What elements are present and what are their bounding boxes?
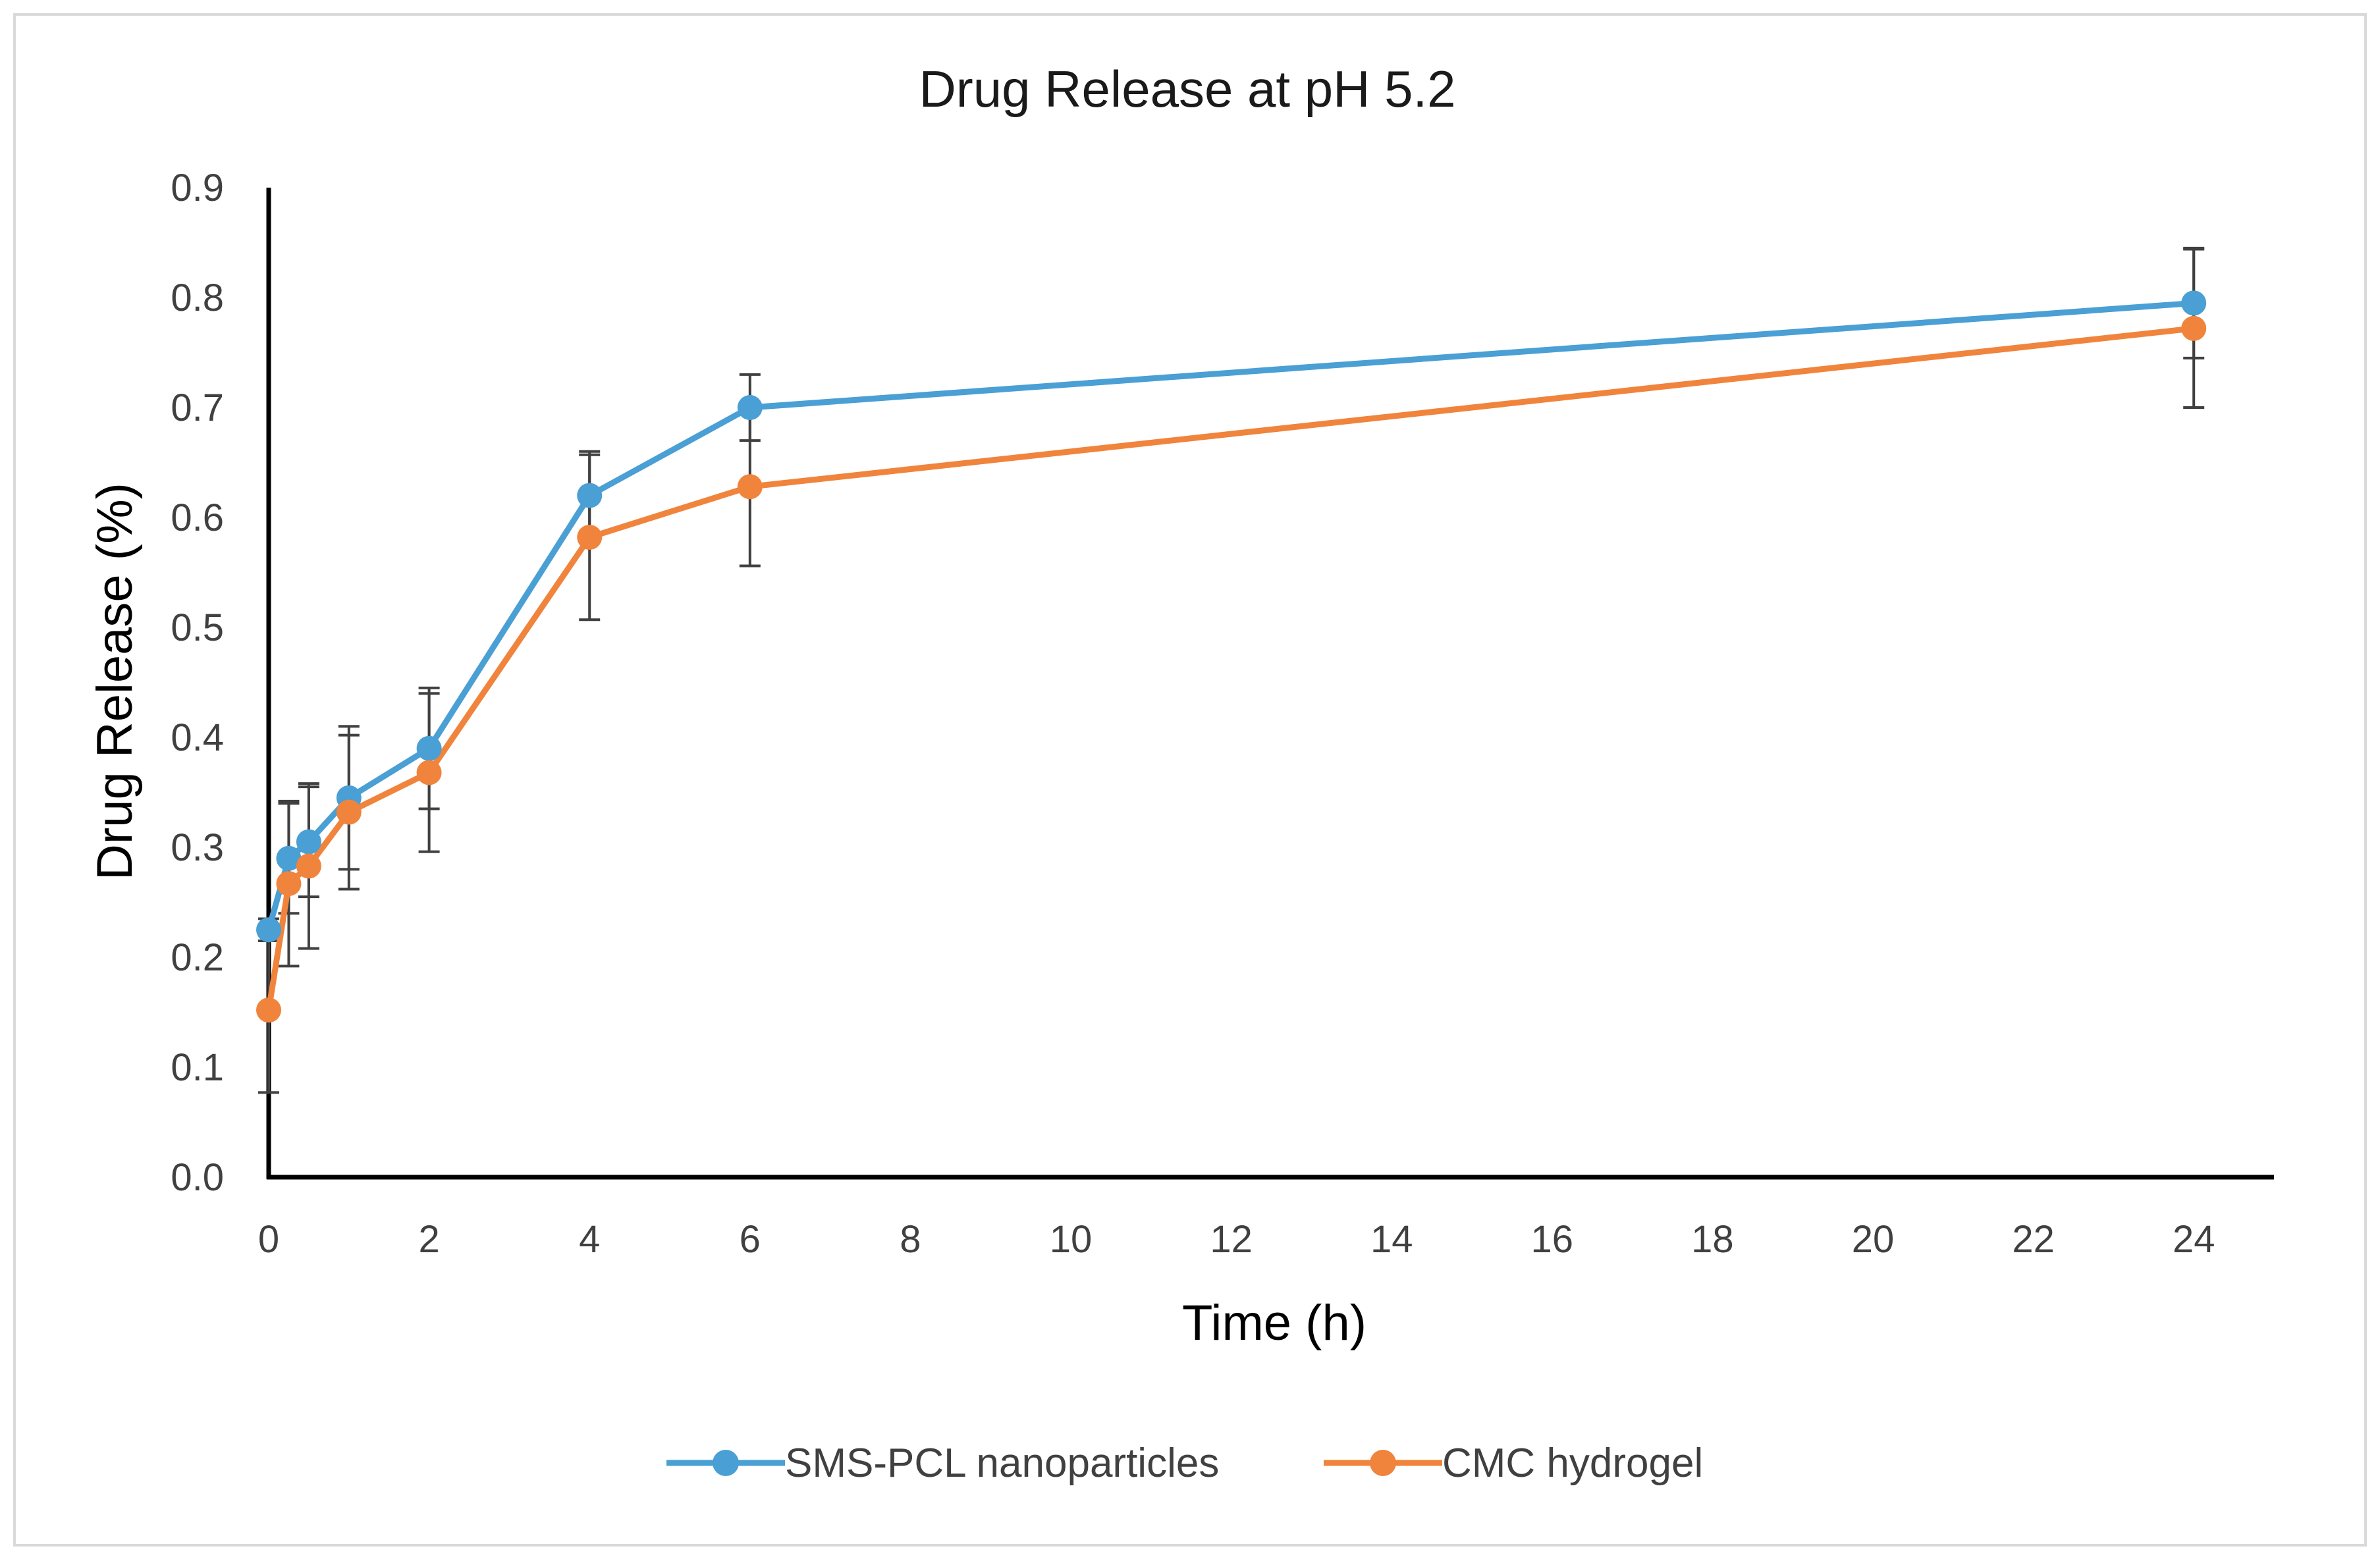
data-point [737,474,763,500]
y-axis-ticks: 0.0 0.1 0.2 0.3 0.4 0.5 0.6 0.7 0.8 0.9 [171,167,224,1199]
chart-title: Drug Release at pH 5.2 [919,60,1455,118]
data-point [256,917,281,943]
x-axis-ticks: 0 2 4 6 8 10 12 14 16 18 20 22 24 [258,1218,2215,1261]
x-tick-label: 4 [579,1218,600,1261]
x-tick-label: 22 [2012,1218,2055,1261]
legend-label: CMC hydrogel [1442,1441,1703,1486]
data-point [577,483,603,508]
data-point [276,845,302,871]
x-tick-label: 18 [1691,1218,1734,1261]
legend-label: SMS-PCL nanoparticles [785,1441,1219,1486]
data-point [276,871,302,897]
data-point [296,853,321,879]
data-point [577,525,603,550]
legend: SMS-PCL nanoparticles CMC hydrogel [666,1441,1703,1486]
data-point [416,735,442,761]
x-tick-label: 12 [1210,1218,1253,1261]
y-tick-label: 0.4 [171,716,224,759]
data-point [2181,290,2207,316]
data-point [737,395,763,420]
y-tick-label: 0.6 [171,496,224,539]
y-tick-label: 0.1 [171,1046,224,1089]
data-point [296,829,321,855]
data-point [336,799,362,825]
x-axis-title: Time (h) [1182,1295,1366,1351]
y-tick-label: 0.0 [171,1156,224,1199]
legend-swatch-marker [1370,1450,1396,1476]
y-tick-label: 0.9 [171,167,224,209]
legend-item-sms-pcl: SMS-PCL nanoparticles [666,1441,1219,1486]
x-tick-label: 10 [1050,1218,1093,1261]
y-tick-label: 0.5 [171,606,224,649]
data-point [2181,315,2207,341]
x-tick-label: 24 [2173,1218,2215,1261]
x-tick-label: 20 [1852,1218,1895,1261]
x-tick-label: 6 [740,1218,761,1261]
x-tick-label: 2 [418,1218,439,1261]
x-tick-label: 0 [258,1218,279,1261]
series-markers [256,290,2207,1023]
legend-swatch-marker [713,1450,739,1476]
data-point [416,760,442,785]
y-tick-label: 0.3 [171,826,224,869]
y-tick-label: 0.8 [171,277,224,319]
y-tick-label: 0.2 [171,936,224,979]
x-tick-label: 8 [900,1218,921,1261]
y-tick-label: 0.7 [171,386,224,429]
y-axis-title: Drug Release (%) [87,483,143,880]
legend-item-cmc-hydrogel: CMC hydrogel [1324,1441,1703,1486]
data-point [256,997,281,1023]
chart-border [13,13,2367,1547]
x-tick-label: 14 [1370,1218,1413,1261]
x-tick-label: 16 [1531,1218,1574,1261]
